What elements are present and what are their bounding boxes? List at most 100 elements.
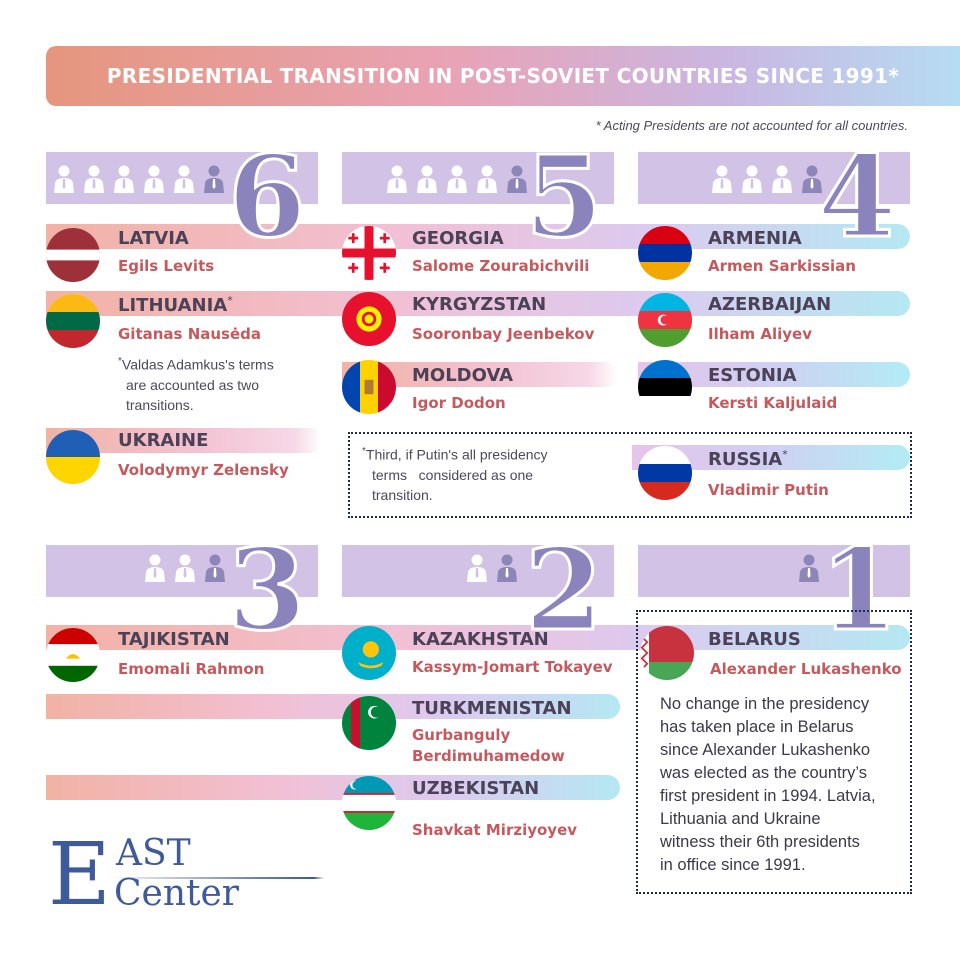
country-name-russia: RUSSIA*: [708, 448, 788, 470]
country-name-kyrgyzstan: KYRGYZSTAN: [412, 294, 547, 315]
belarus-info-box: [636, 610, 912, 894]
logo-text-center: Center: [114, 873, 240, 914]
page-title: PRESIDENTIAL TRANSITION IN POST-SOVIET C…: [106, 64, 900, 88]
russia-flag-icon: [638, 446, 692, 500]
belarus-note: No change in the presidency has taken pl…: [660, 693, 896, 877]
president-turkmenistan-line2: Berdimuhamedow: [412, 747, 565, 765]
belarus-note-line: in office since 1991.: [660, 856, 806, 874]
president-icons-6: [52, 164, 226, 194]
belarus-flag-icon: [640, 626, 694, 680]
group-panel-1: [638, 545, 910, 597]
kazakhstan-flag-icon: [342, 626, 396, 680]
bar-tajikistan: [46, 625, 910, 650]
president-person-icon: [495, 553, 519, 583]
country-name-ukraine: UKRAINE: [118, 430, 209, 451]
country-name-moldova: MOLDOVA: [412, 365, 514, 386]
president-person-icon: [445, 164, 469, 194]
president-icons-3: [143, 553, 227, 583]
president-person-icon: [143, 553, 167, 583]
country-name-russia-text: RUSSIA: [708, 449, 783, 470]
president-georgia: Salome Zourabichvili: [412, 257, 590, 275]
bar-latvia: [46, 224, 910, 249]
armenia-flag-icon: [638, 226, 692, 280]
president-kyrgyzstan: Sooronbay Jeenbekov: [412, 325, 595, 343]
president-icons-1: [797, 553, 821, 583]
russia-note-box: [348, 432, 912, 518]
president-person-icon: [82, 164, 106, 194]
russia-note: *Third, if Putin's all presidency terms …: [362, 442, 548, 505]
group-panel-6: [46, 152, 318, 204]
president-uzbekistan: Shavkat Mirziyoyev: [412, 821, 578, 839]
president-person-icon: [740, 164, 764, 194]
russia-asterisk: *: [782, 448, 788, 461]
group-number-1: 1: [819, 525, 900, 656]
country-name-lithuania-text: LITHUANIA: [118, 295, 228, 316]
president-latvia: Egils Levits: [118, 257, 215, 275]
president-person-icon: [710, 164, 734, 194]
president-azerbaijan: Ilham Aliyev: [708, 325, 812, 343]
president-person-icon: [172, 164, 196, 194]
president-belarus: Alexander Lukashenko: [710, 660, 902, 678]
president-icons-5: [385, 164, 529, 194]
country-name-uzbekistan: UZBEKISTAN: [412, 778, 540, 799]
country-name-belarus: BELARUS: [708, 629, 801, 650]
ukraine-flag-icon: [46, 430, 100, 484]
president-icons-4: [710, 164, 824, 194]
logo-letter-e: E: [48, 825, 111, 925]
group-number-3: 3: [227, 525, 308, 656]
country-name-tajikistan: TAJIKISTAN: [118, 629, 230, 650]
bar-uzbekistan: [46, 775, 620, 800]
group-panel-5: [342, 152, 614, 204]
belarus-note-line: Lithuania and Ukraine: [660, 810, 821, 828]
russia-note-asterisk: *: [362, 446, 366, 457]
lithuania-note-asterisk: *: [118, 356, 122, 367]
bar-lithuania: [46, 291, 910, 316]
president-person-icon: [203, 553, 227, 583]
lithuania-note-line: *Valdas Adamkus's terms: [118, 356, 274, 373]
lithuania-note: *Valdas Adamkus's terms are accounted as…: [118, 352, 274, 415]
uzbekistan-flag-icon: [342, 776, 396, 830]
country-name-azerbaijan: AZERBAIJAN: [708, 294, 832, 315]
russia-note-line: terms considered as one: [372, 466, 534, 483]
logo-arrow-line: [114, 877, 324, 879]
president-icons-2: [465, 553, 519, 583]
country-name-turkmenistan: TURKMENISTAN: [412, 698, 572, 719]
title-banner: PRESIDENTIAL TRANSITION IN POST-SOVIET C…: [46, 46, 960, 106]
latvia-flag-icon: [46, 228, 100, 282]
belarus-note-line: was elected as the country’s: [660, 764, 867, 782]
president-person-icon: [797, 553, 821, 583]
president-lithuania: Gitanas Nausėda: [118, 325, 262, 343]
country-name-armenia: ARMENIA: [708, 228, 802, 249]
lithuania-note-line: transitions.: [126, 396, 194, 413]
georgia-flag-icon: [342, 226, 396, 280]
bar-turkmenistan: [46, 694, 620, 719]
belarus-note-line: has taken place in Belarus: [660, 718, 854, 736]
russia-note-line: *Third, if Putin's all presidency: [362, 446, 548, 463]
belarus-note-line: since Alexander Lukashenko: [660, 741, 871, 759]
east-center-logo: E AST Center: [48, 825, 324, 925]
president-person-icon: [415, 164, 439, 194]
president-person-icon: [475, 164, 499, 194]
group-number-6: 6: [227, 132, 308, 263]
group-number-5: 5: [524, 132, 605, 263]
president-kazakhstan: Kassym-Jomart Tokayev: [412, 658, 613, 676]
president-moldova: Igor Dodon: [412, 394, 506, 412]
president-person-icon: [52, 164, 76, 194]
president-person-icon: [505, 164, 529, 194]
president-person-icon: [173, 553, 197, 583]
belarus-note-line: first president in 1994. Latvia,: [660, 787, 876, 805]
president-person-icon: [142, 164, 166, 194]
kyrgyzstan-flag-icon: [342, 292, 396, 346]
president-person-icon: [465, 553, 489, 583]
president-person-icon: [770, 164, 794, 194]
president-ukraine: Volodymyr Zelensky: [118, 461, 289, 479]
country-name-estonia: ESTONIA: [708, 365, 797, 386]
turkmenistan-flag-icon: [342, 696, 396, 750]
group-panel-4: [638, 152, 910, 204]
estonia-flag-icon: [638, 360, 692, 414]
country-name-latvia: LATVIA: [118, 228, 189, 249]
group-number-2: 2: [524, 525, 605, 656]
president-turkmenistan-line1: Gurbanguly: [412, 726, 511, 744]
country-name-kazakhstan: KAZAKHSTAN: [412, 629, 549, 650]
azerbaijan-flag-icon: [638, 293, 692, 347]
